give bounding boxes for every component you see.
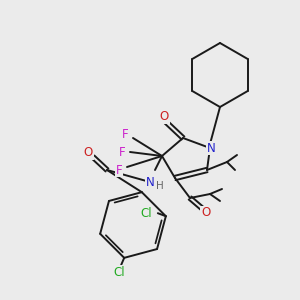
Text: O: O — [83, 146, 93, 160]
Text: N: N — [207, 142, 215, 154]
Text: Cl: Cl — [113, 266, 125, 279]
Text: F: F — [122, 128, 128, 142]
Text: O: O — [159, 110, 169, 124]
Text: O: O — [201, 206, 211, 220]
Text: N: N — [146, 176, 154, 188]
Text: H: H — [156, 181, 164, 191]
Text: F: F — [119, 146, 125, 158]
Text: F: F — [116, 164, 122, 176]
Text: Cl: Cl — [140, 207, 152, 220]
